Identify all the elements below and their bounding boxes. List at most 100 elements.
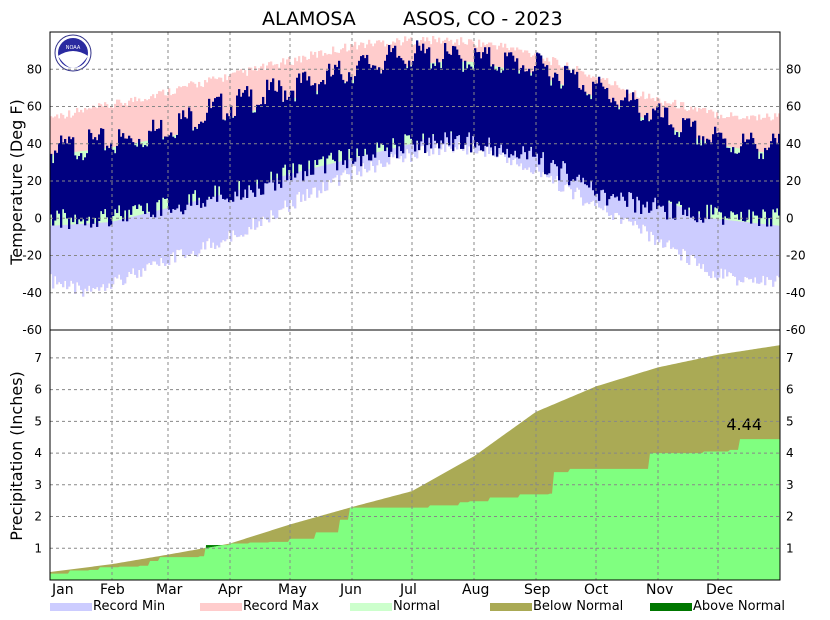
observed-series-bar (326, 70, 329, 159)
observed-series-bar (576, 71, 579, 177)
record-min-series-bar (602, 178, 605, 211)
above-normal-bar (212, 545, 215, 547)
observed-series-bar (736, 153, 739, 215)
record-min-series-bar (748, 222, 751, 280)
precipitation-panel: 4.44 (50, 345, 780, 580)
record-min-series-bar (374, 152, 377, 173)
observed-series-bar (526, 71, 529, 160)
record-min-series-bar (274, 178, 277, 220)
record-min-series-bar (376, 152, 379, 166)
legend-label: Normal (393, 599, 440, 614)
record-min-series-bar (682, 207, 685, 249)
record-min-series-bar (248, 186, 251, 227)
temperature-axis-label: Temperature (Deg F) (7, 99, 26, 266)
observed-series-bar (50, 153, 53, 215)
observed-series-bar (720, 132, 723, 213)
observed-series-bar (558, 80, 561, 181)
record-min-series-bar (578, 168, 581, 190)
record-min-series-bar (514, 143, 517, 159)
record-min-series-bar (340, 161, 343, 176)
record-min-series-bar (124, 218, 127, 284)
above-normal-bar (214, 545, 217, 547)
observed-series-bar (744, 141, 747, 222)
observed-series-bar (330, 76, 333, 153)
above-normal-bar (210, 545, 213, 548)
observed-series-bar (316, 94, 319, 165)
observed-series-bar (776, 142, 779, 209)
record-min-series-bar (116, 220, 119, 279)
observed-series-bar (92, 139, 95, 224)
record-min-series-bar (268, 180, 271, 223)
observed-series-bar (530, 75, 533, 147)
record-min-series-bar (292, 173, 295, 207)
observed-series-bar (318, 84, 321, 160)
record-min-series-bar (76, 224, 79, 283)
record-min-series-bar (668, 202, 671, 241)
precipitation-tick-right: 1 (786, 541, 794, 555)
observed-series-bar (114, 153, 117, 210)
record-min-series-bar (96, 222, 99, 288)
grid-lines (50, 32, 780, 580)
observed-series-bar (234, 115, 237, 192)
observed-series-bar (90, 132, 93, 228)
record-min-series-bar (78, 223, 81, 286)
observed-series-bar (678, 137, 681, 202)
record-min-series-bar (440, 132, 443, 150)
record-min-series-bar (562, 161, 565, 192)
observed-series-bar (348, 72, 351, 149)
record-min-series-bar (332, 163, 335, 179)
month-label: Apr (218, 582, 242, 598)
plot-frame (49, 31, 781, 581)
record-min-series-bar (140, 214, 143, 277)
record-min-series-bar (658, 198, 661, 243)
record-min-series-bar (138, 215, 141, 270)
observed-series-bar (698, 135, 701, 212)
record-min-series-bar (676, 205, 679, 250)
record-min-series-bar (560, 160, 563, 192)
record-min-series-bar (200, 199, 203, 250)
record-min-series-bar (656, 198, 659, 240)
record-min-series-bar (254, 184, 257, 230)
record-min-series-bar (126, 218, 129, 278)
record-min-series-bar (650, 195, 653, 232)
observed-series-bar (582, 85, 585, 178)
record-min-series-bar (216, 195, 219, 246)
observed-series-bar (224, 120, 227, 200)
temperature-tick-left: -20 (22, 249, 42, 263)
observed-series-bar (710, 142, 713, 205)
observed-series-bar (120, 136, 123, 217)
precipitation-tick-right: 7 (786, 351, 794, 365)
observed-series-bar (94, 137, 97, 218)
observed-series-bar (182, 110, 185, 215)
record-min-series-bar (130, 217, 133, 274)
record-min-series-bar (584, 170, 587, 204)
record-min-series-bar (304, 170, 307, 201)
observed-series-bar (148, 130, 151, 212)
observed-series-bar (604, 89, 607, 193)
record-min-series-bar (734, 220, 737, 277)
observed-series-bar (722, 138, 725, 225)
observed-series-bar (132, 142, 135, 207)
record-min-series-bar (446, 132, 449, 143)
observed-series-bar (490, 66, 493, 148)
legend-label: Above Normal (693, 599, 785, 614)
observed-series-bar (134, 145, 137, 206)
record-min-series-bar (644, 193, 647, 227)
observed-series-bar (352, 83, 355, 164)
observed-series-bar (534, 66, 537, 157)
record-min-series-bar (614, 182, 617, 214)
record-min-series-bar (54, 225, 57, 277)
record-min-series-bar (108, 222, 111, 284)
observed-series-bar (590, 99, 593, 181)
record-min-series-bar (308, 169, 311, 198)
observed-series-bar (696, 144, 699, 223)
record-min-series-bar (310, 168, 313, 195)
observed-series-bar (652, 108, 655, 203)
observed-series-bar (724, 138, 727, 217)
record-min-series-bar (766, 224, 769, 278)
record-min-series-bar (128, 217, 131, 272)
record-min-series-bar (166, 208, 169, 264)
record-min-series-bar (264, 181, 267, 219)
observed-series-bar (532, 71, 535, 157)
observed-series-bar (194, 126, 197, 191)
